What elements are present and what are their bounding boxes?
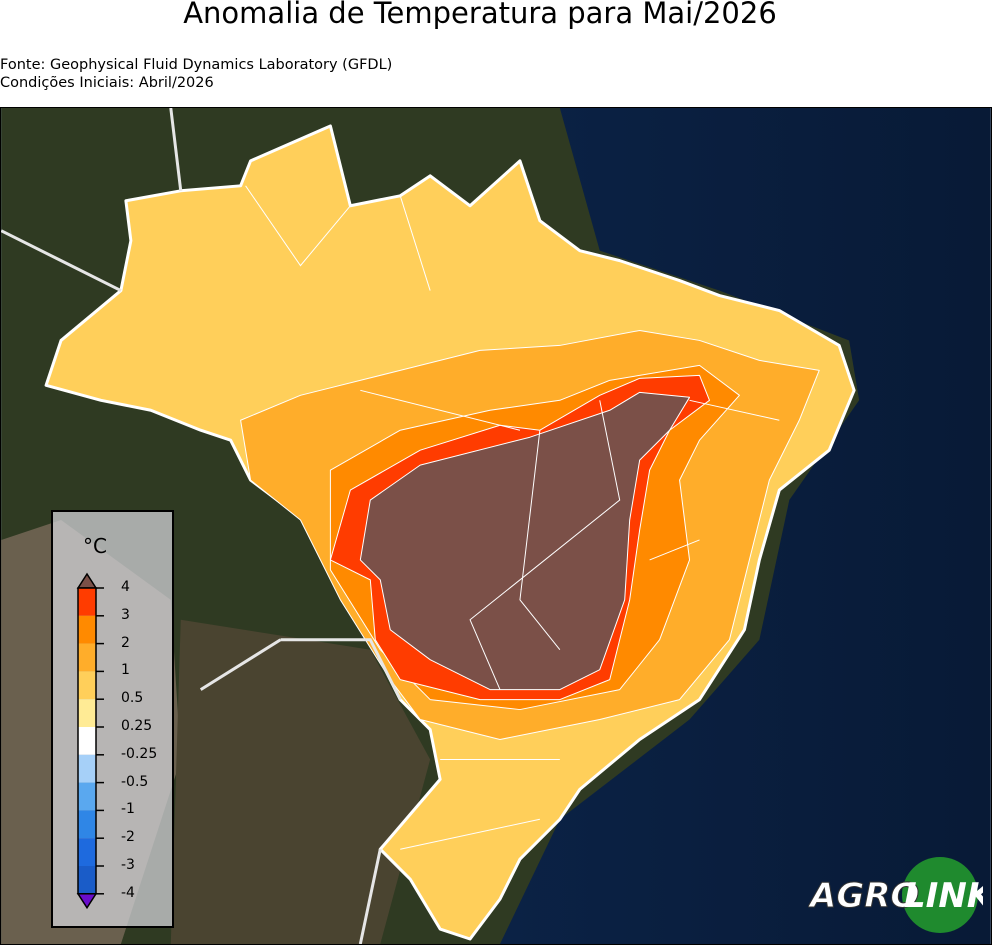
zone-4 [359, 391, 691, 691]
colorbar-tick-label: 1 [121, 662, 130, 679]
colorbar-tick-label: -2 [121, 829, 135, 846]
state-borders [245, 185, 780, 850]
colorbar-segment [78, 727, 96, 755]
colorbar-tick-label: 4 [121, 579, 130, 595]
colorbar [76, 572, 104, 910]
colorbar-outline [77, 587, 97, 895]
colorbar-tick-label: 2 [121, 634, 130, 651]
colorbar-segment [78, 866, 96, 894]
colorbar-tick-label: -0.25 [121, 745, 158, 762]
colorbar-segment [78, 671, 96, 700]
colorbar-segment [78, 588, 96, 616]
colorbar-tick-label: -4 [121, 884, 135, 901]
colorbar-tick-label: 3 [121, 606, 130, 623]
colorbar-extend-top [76, 572, 98, 589]
agrolink-logo: AGRO LINK [808, 857, 983, 933]
colorbar-tick-label: 0.5 [121, 690, 144, 707]
svg-text:LINK: LINK [904, 876, 983, 916]
colorbar-tick-label: -1 [121, 801, 135, 818]
country-borders [1, 108, 402, 944]
colorbar-segment [78, 699, 96, 727]
legend-unit: °C [83, 534, 107, 558]
svg-text:AGRO: AGRO [808, 876, 919, 916]
colorbar-legend: °C 4 3 2 1 0.5 0.25 -0.25 -0.5 -1 -2 -3 -4 [51, 510, 174, 928]
colorbar-segment [78, 782, 96, 811]
colorbar-segment [78, 615, 96, 644]
colorbar-tick-label: -0.5 [121, 773, 149, 790]
colorbar-tick-label: -3 [121, 857, 135, 873]
colorbar-tick-label: 0.25 [121, 718, 153, 734]
colorbar-segment [78, 754, 96, 783]
colorbar-segment [78, 810, 96, 839]
colorbar-segment [78, 838, 96, 866]
land-chaco [170, 619, 431, 944]
initial-conditions-text: Condições Iniciais: Abril/2026 [0, 75, 214, 91]
source-text: Fonte: Geophysical Fluid Dynamics Labora… [0, 57, 393, 73]
colorbar-extend-bottom [76, 893, 98, 910]
colorbar-segment [78, 643, 96, 672]
map-title: Anomalia de Temperatura para Mai/2026 [183, 0, 777, 30]
